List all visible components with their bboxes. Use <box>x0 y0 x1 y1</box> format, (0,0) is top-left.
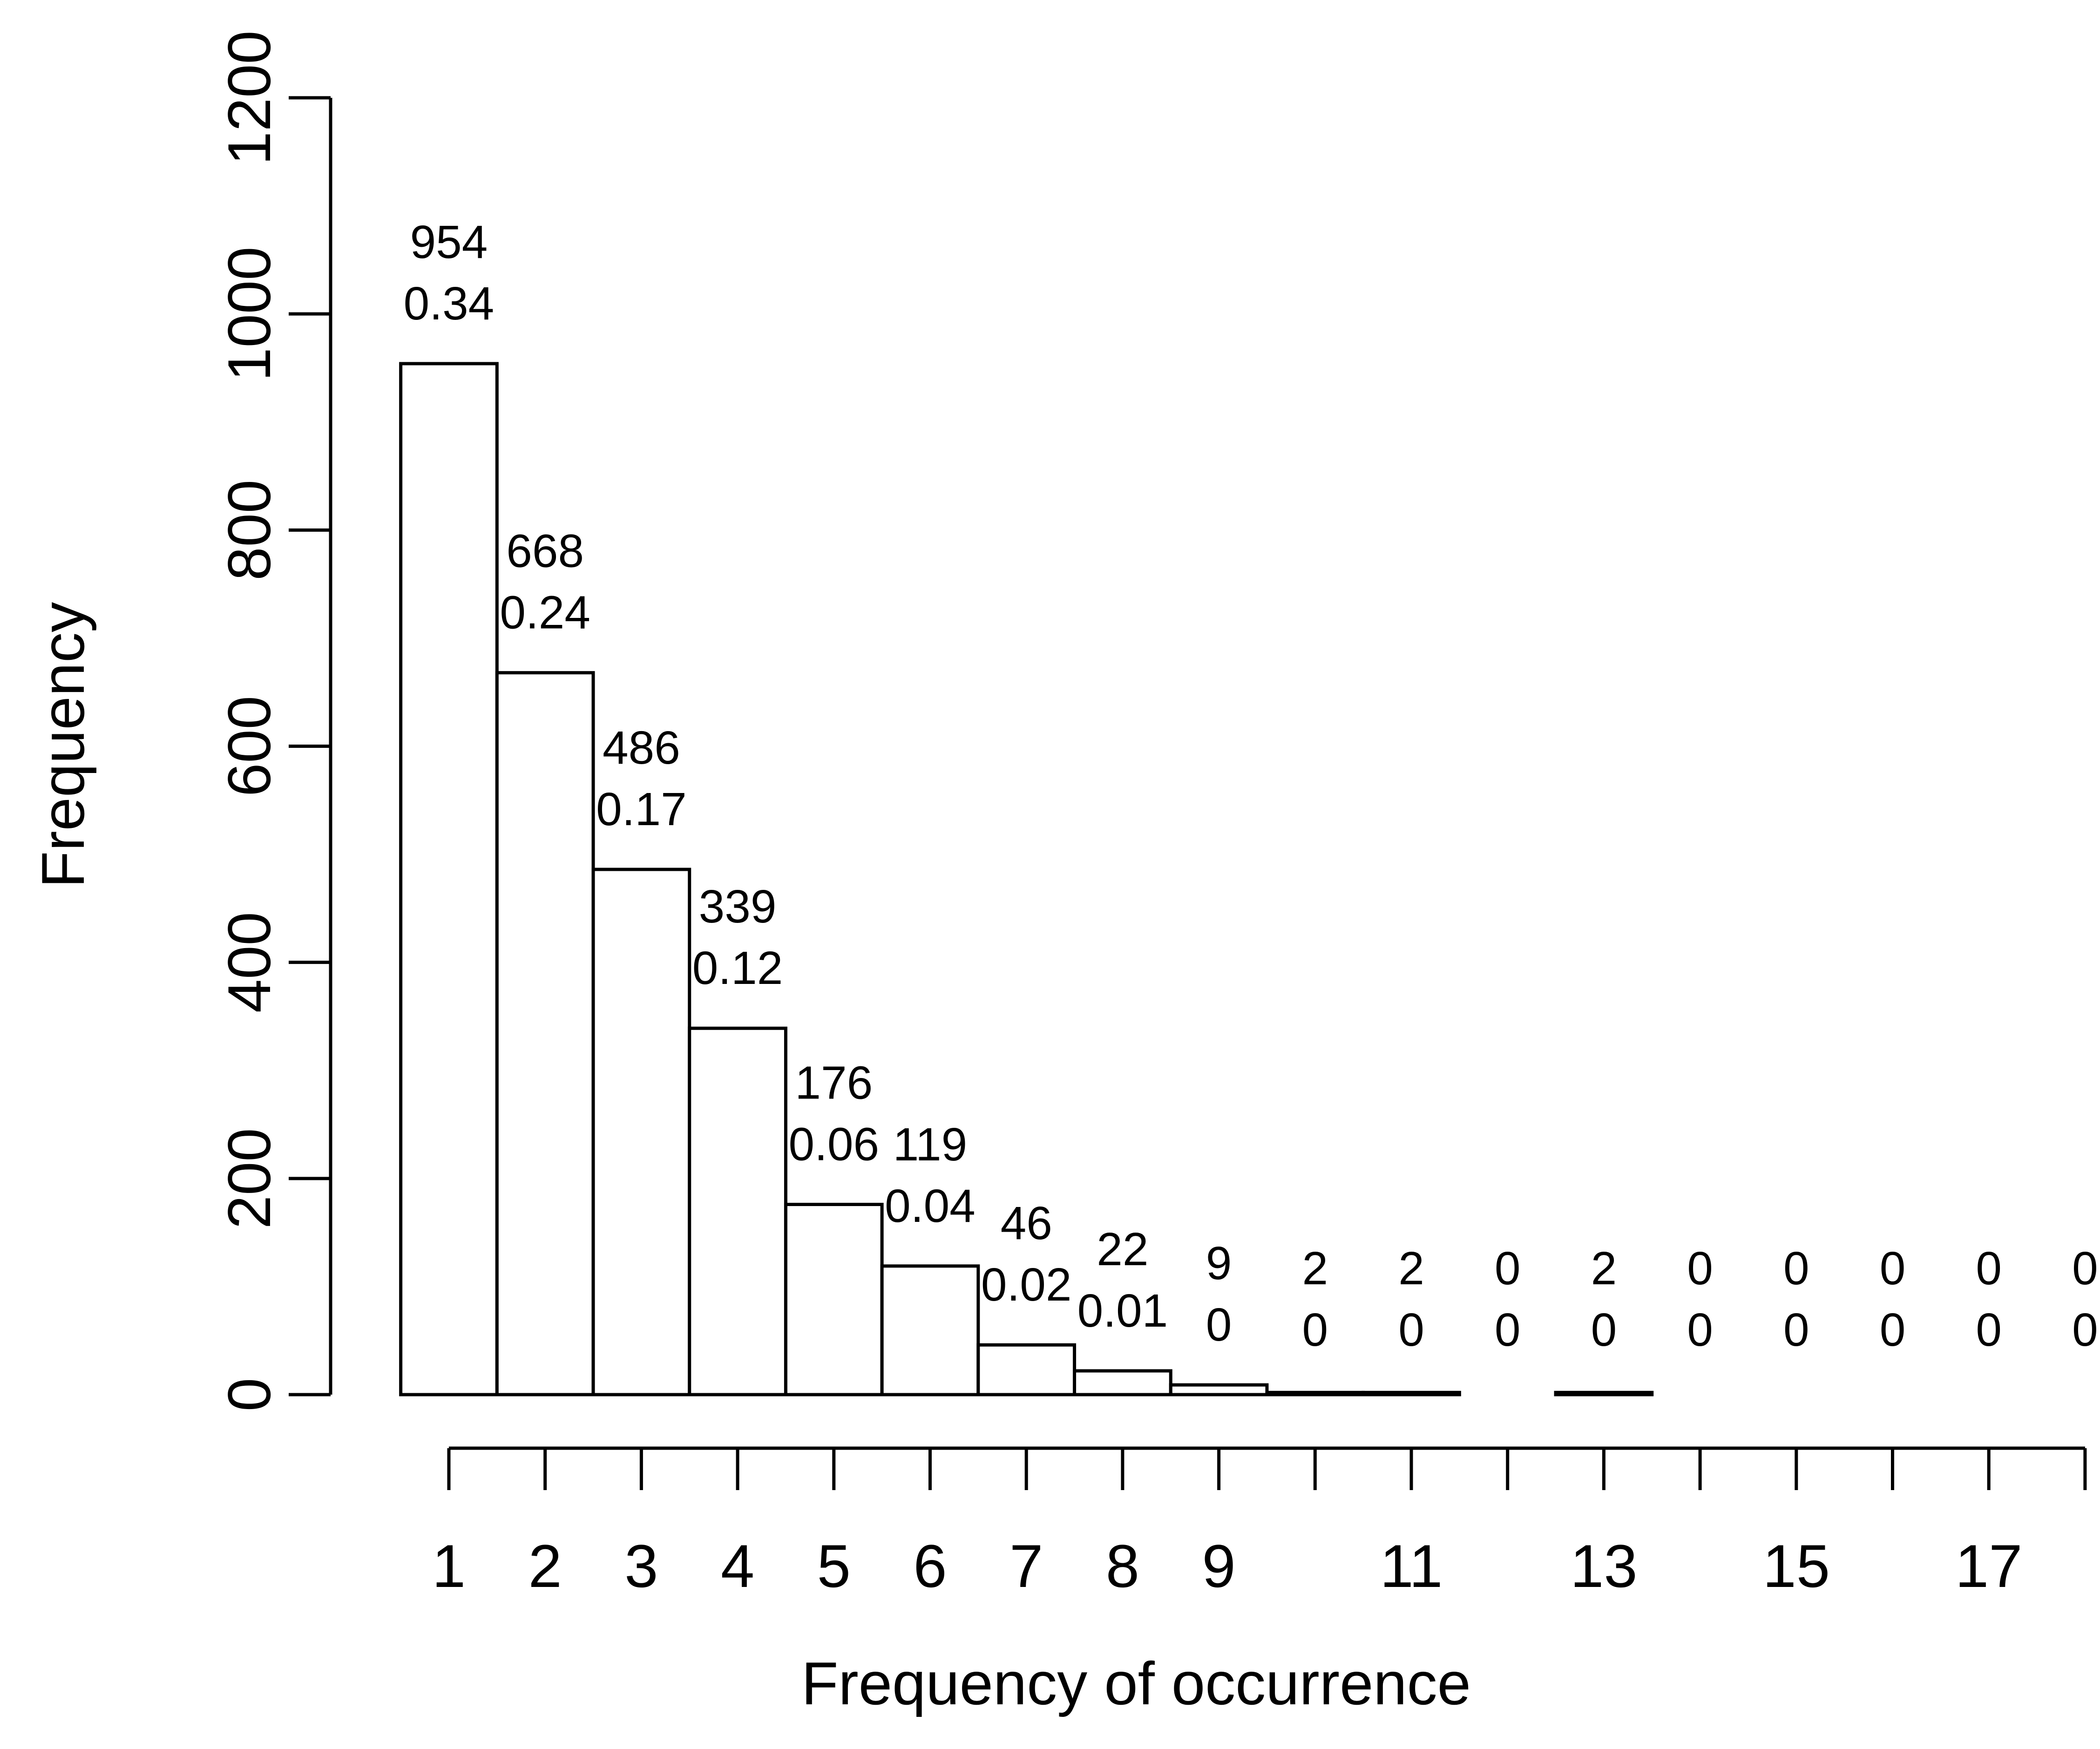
y-tick-label: 800 <box>215 480 283 581</box>
histogram-bar <box>1073 1369 1172 1396</box>
bar-proportion-label: 0.01 <box>1077 1285 1168 1337</box>
bar-proportion-label: 0.12 <box>692 942 783 994</box>
bar-proportion-label: 0.04 <box>885 1180 975 1232</box>
x-tick-label: 1 <box>432 1532 466 1600</box>
x-tick-label: 8 <box>1106 1532 1139 1600</box>
x-tick-label: 15 <box>1762 1532 1830 1600</box>
bar-count-label: 0 <box>1783 1242 1809 1295</box>
y-tick-label: 1200 <box>215 30 283 165</box>
histogram-bar <box>784 1203 884 1396</box>
bar-count-label: 119 <box>893 1119 967 1171</box>
bar-count-label: 486 <box>603 722 680 774</box>
bar-proportion-label: 0 <box>2072 1304 2098 1356</box>
y-tick-label: 1000 <box>215 247 283 381</box>
x-tick-label: 13 <box>1570 1532 1638 1600</box>
bar-proportion-label: 0.17 <box>596 783 687 835</box>
bar-count-label: 2 <box>1591 1242 1617 1295</box>
bar-proportion-label: 0 <box>1398 1304 1424 1356</box>
histogram-bar <box>880 1264 980 1396</box>
histogram-bar <box>1362 1390 1461 1396</box>
bar-count-label: 0 <box>1976 1242 2002 1295</box>
bar-proportion-label: 0.06 <box>788 1119 879 1171</box>
y-tick-label: 200 <box>215 1128 283 1229</box>
histogram-bar <box>1554 1390 1654 1396</box>
bars <box>399 362 1654 1396</box>
histogram-bar <box>1265 1390 1365 1396</box>
bar-count-label: 954 <box>410 216 488 268</box>
bar-proportion-label: 0 <box>1302 1304 1328 1356</box>
x-tick-label: 11 <box>1380 1532 1443 1600</box>
bar-count-label: 0 <box>1880 1242 1906 1295</box>
bar-proportion-label: 0 <box>1591 1304 1617 1356</box>
histogram-bar <box>688 1026 787 1396</box>
histogram-bar <box>495 671 595 1396</box>
bar-count-label: 2 <box>1398 1242 1424 1295</box>
bar-count-label: 176 <box>795 1057 873 1109</box>
x-tick-label: 4 <box>721 1532 754 1600</box>
bar-proportion-label: 0 <box>1783 1304 1809 1356</box>
y-tick-label: 400 <box>215 912 283 1013</box>
histogram-bar <box>1169 1383 1269 1396</box>
histogram-bar <box>976 1343 1077 1396</box>
bar-proportion-label: 0 <box>1880 1304 1906 1356</box>
bar-count-label: 46 <box>1001 1197 1052 1249</box>
y-tick-label: 600 <box>215 696 283 797</box>
bar-proportion-label: 0 <box>1687 1304 1713 1356</box>
bar-count-label: 668 <box>506 525 584 577</box>
x-tick-label: 6 <box>913 1532 947 1600</box>
x-tick-label: 5 <box>817 1532 851 1600</box>
bar-proportion-label: 0.34 <box>404 278 495 330</box>
x-tick-label: 3 <box>624 1532 658 1600</box>
histogram-bar <box>399 362 499 1396</box>
bar-count-label: 22 <box>1097 1223 1148 1275</box>
x-axis: 1 2 3 4 5 6 7 8 9 11 13 15 17 <box>432 1446 2087 1600</box>
bar-count-label: 0 <box>1687 1242 1713 1295</box>
histogram-bar <box>591 868 691 1396</box>
y-axis-title: Frequency <box>29 602 97 888</box>
bar-proportion-label: 0 <box>1495 1304 1521 1356</box>
bar-count-label: 9 <box>1206 1237 1232 1289</box>
x-tick-label: 7 <box>1009 1532 1043 1600</box>
bar-count-label: 2 <box>1302 1242 1328 1295</box>
y-tick-label: 0 <box>215 1378 283 1411</box>
bar-proportion-label: 0.24 <box>500 587 590 639</box>
x-axis-title: Frequency of occurrence <box>801 1649 1471 1717</box>
bar-proportion-label: 0 <box>1976 1304 2002 1356</box>
x-tick-label: 9 <box>1202 1532 1235 1600</box>
y-axis: 0 200 400 600 800 1000 1200 <box>215 30 332 1411</box>
bar-proportion-label: 0 <box>1206 1299 1232 1351</box>
bar-count-label: 0 <box>2072 1242 2098 1295</box>
bar-proportion-label: 0.02 <box>981 1259 1072 1311</box>
bar-count-label: 0 <box>1495 1242 1521 1295</box>
x-tick-label: 2 <box>528 1532 562 1600</box>
x-tick-label: 17 <box>1955 1532 2023 1600</box>
bar-count-label: 339 <box>699 881 777 933</box>
